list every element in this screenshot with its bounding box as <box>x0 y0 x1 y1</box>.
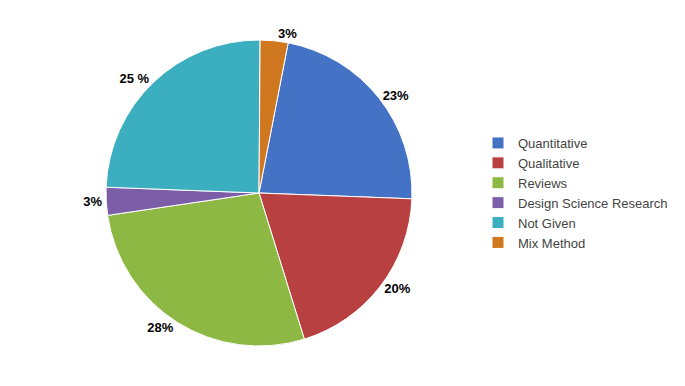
svg-text:3%: 3% <box>278 26 297 41</box>
svg-text:Mix Method: Mix Method <box>518 236 585 251</box>
svg-text:Design Science Research: Design Science Research <box>518 196 668 211</box>
svg-text:Qualitative: Qualitative <box>518 156 579 171</box>
svg-text:Quantitative: Quantitative <box>518 136 587 151</box>
svg-text:25 %: 25 % <box>119 71 149 86</box>
svg-text:3%: 3% <box>83 194 102 209</box>
svg-text:Reviews: Reviews <box>518 176 568 191</box>
svg-text:28%: 28% <box>147 320 173 335</box>
svg-text:20%: 20% <box>384 281 410 296</box>
svg-text:Not Given: Not Given <box>518 216 576 231</box>
svg-text:23%: 23% <box>383 88 409 103</box>
